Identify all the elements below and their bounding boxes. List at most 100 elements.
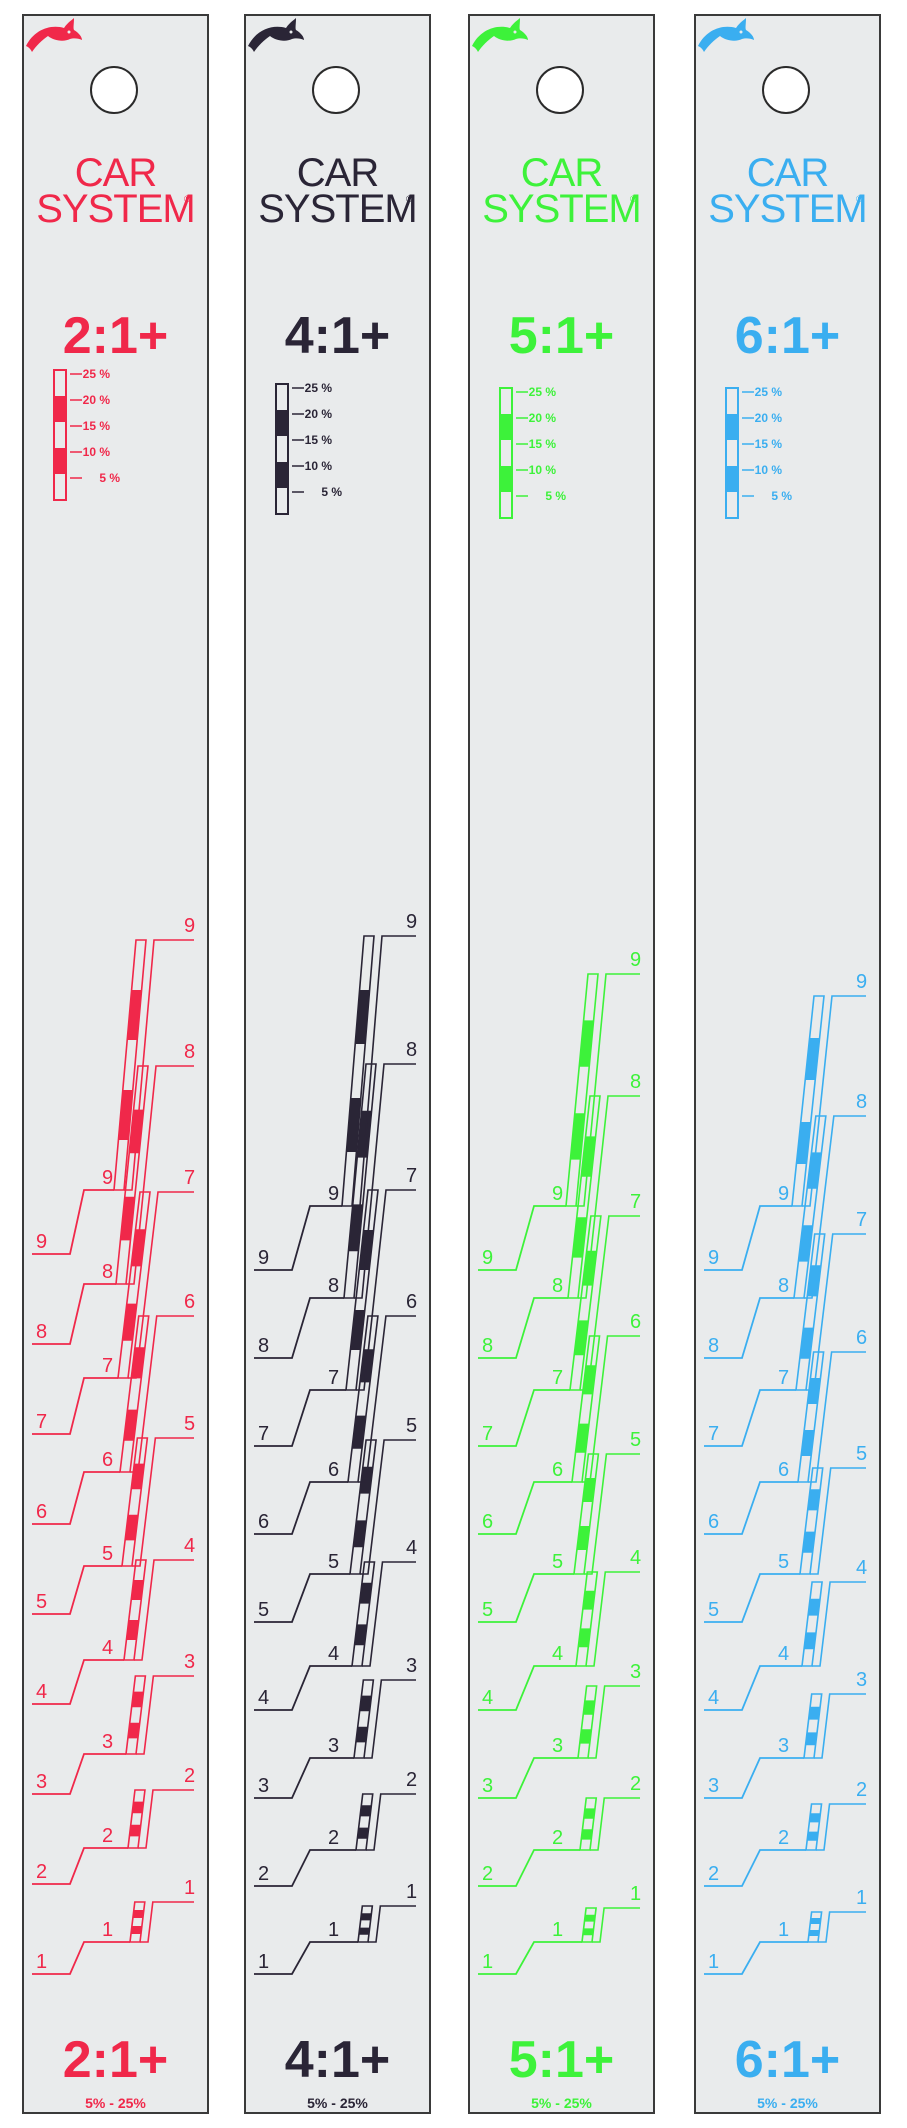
dipstick-top-line — [586, 1571, 640, 1667]
dipstick-leader — [32, 1941, 130, 1975]
dipstick-segment — [582, 1928, 594, 1936]
dipstick-segment — [118, 1090, 133, 1140]
dolphin-icon — [26, 18, 82, 52]
legend-percent-label: 20 % — [83, 393, 111, 407]
dipstick-top-line — [138, 1789, 194, 1849]
dipstick-leader — [254, 1665, 352, 1711]
dipstick-top-line — [816, 1803, 866, 1851]
dipstick-top-line — [140, 1901, 194, 1943]
dipstick-leader — [478, 1205, 566, 1271]
legend-bar — [275, 383, 289, 515]
step-number-top: 9 — [630, 949, 641, 971]
step-number-mid: 4 — [552, 1643, 563, 1665]
step-number-left: 1 — [36, 1951, 47, 1973]
step-number-top: 6 — [184, 1291, 195, 1313]
step-number-mid: 9 — [102, 1167, 113, 1189]
dipstick-segment — [799, 1327, 814, 1359]
dipstick-top-line — [818, 1911, 866, 1943]
step-number-top: 8 — [856, 1091, 867, 1113]
ratio-label-bottom: 2:1+ — [62, 2031, 169, 2089]
dipstick-segment — [357, 1827, 369, 1839]
legend-percent-label: 5 % — [545, 489, 566, 503]
step-number-mid: 2 — [778, 1827, 789, 1849]
legend-bar — [53, 369, 67, 501]
dipstick-bar — [793, 1115, 827, 1299]
brand-car: CAR — [74, 151, 157, 195]
dipstick-top-line — [130, 1315, 194, 1473]
step-number-mid: 9 — [552, 1183, 563, 1205]
legend-percent-label: 25 % — [305, 381, 333, 395]
dipstick-leader — [478, 1573, 574, 1623]
dipstick-segment — [574, 1320, 589, 1356]
dipstick-segment — [807, 1831, 819, 1841]
dipstick-segment — [796, 1122, 811, 1164]
dolphin-icon — [472, 18, 528, 52]
dipstick-leader — [478, 1941, 582, 1975]
dipstick-segment — [582, 1590, 596, 1610]
step-number-top: 4 — [184, 1535, 195, 1557]
ratio-label-top: 5:1+ — [508, 307, 615, 365]
dolphin-icon — [698, 18, 754, 52]
legend-percent-label: 20 % — [529, 411, 557, 425]
step-number-left: 3 — [482, 1775, 493, 1797]
dipstick-bar — [579, 1797, 598, 1851]
step-number-mid: 3 — [552, 1735, 563, 1757]
dipstick-top-line — [592, 1907, 640, 1943]
dipstick-segment — [359, 1695, 372, 1712]
gauge-strip-4-1: CAR SYSTEM ® 4:1+ 25 % 20 % 15 % 10 % 5 % 1 1 1… — [244, 14, 431, 2114]
dipstick-leader — [478, 1849, 580, 1887]
step-number-top: 1 — [630, 1883, 641, 1905]
dipstick-segment — [807, 1489, 821, 1511]
dipstick-segment — [126, 1620, 139, 1640]
dipstick-bar — [575, 1571, 599, 1667]
step-number-top: 9 — [856, 971, 867, 993]
step-number-mid: 3 — [102, 1731, 113, 1753]
step-number-mid: 5 — [552, 1551, 563, 1573]
dipstick-segment — [808, 1706, 821, 1720]
gauge-drawing: 25 % 20 % 15 % 10 % 5 % 1 1 1 2 2 2 3 3 3 4 4 4 5 5 5 6 6 6 7 7 7… — [478, 385, 641, 1975]
brand-system: SYSTEM — [36, 187, 195, 231]
step-number-mid: 7 — [778, 1367, 789, 1389]
dipstick-top-line — [806, 1233, 866, 1391]
legend-percent-label: 15 % — [755, 437, 783, 451]
dipstick-segment — [131, 1580, 144, 1600]
step-number-top: 5 — [184, 1413, 195, 1435]
dipstick-leader — [704, 1757, 804, 1799]
step-number-left: 6 — [36, 1501, 47, 1523]
dipstick-bar — [571, 1335, 601, 1483]
step-number-top: 2 — [406, 1769, 417, 1791]
dipstick-segment — [805, 1038, 820, 1080]
step-number-top: 3 — [184, 1651, 195, 1673]
dipstick-segment — [125, 1514, 139, 1541]
dipstick-leader — [254, 1297, 344, 1359]
dipstick-segment — [351, 1415, 366, 1449]
registered-mark: ® — [184, 194, 191, 204]
step-number-top: 2 — [184, 1765, 195, 1787]
dipstick-leader — [704, 1665, 802, 1711]
step-number-left: 1 — [258, 1951, 269, 1973]
dipstick-segment — [578, 1628, 591, 1648]
dipstick-segment — [127, 1722, 140, 1739]
brand-system: SYSTEM — [482, 187, 641, 231]
dipstick-segment — [131, 1463, 145, 1490]
dipstick-top-line — [134, 1559, 194, 1661]
dipstick-segment — [122, 1303, 137, 1341]
step-number-mid: 8 — [102, 1261, 113, 1283]
dipstick-segment — [808, 1598, 821, 1616]
dipstick-bar — [343, 1063, 377, 1299]
step-number-left: 5 — [36, 1591, 47, 1613]
step-number-mid: 1 — [328, 1919, 339, 1941]
registered-mark: ® — [406, 194, 413, 204]
brand-car: CAR — [520, 151, 603, 195]
dipstick-segment — [802, 1531, 816, 1553]
step-number-left: 7 — [36, 1411, 47, 1433]
dipstick-top-line — [588, 1685, 640, 1759]
step-number-mid: 6 — [102, 1449, 113, 1471]
legend-percent-label: 10 % — [755, 463, 783, 477]
legend-segment — [500, 466, 512, 492]
step-number-top: 4 — [406, 1537, 417, 1559]
legend-bar — [499, 387, 513, 519]
dolphin-icon — [248, 18, 304, 52]
step-number-left: 2 — [258, 1863, 269, 1885]
hang-hole — [312, 66, 360, 114]
